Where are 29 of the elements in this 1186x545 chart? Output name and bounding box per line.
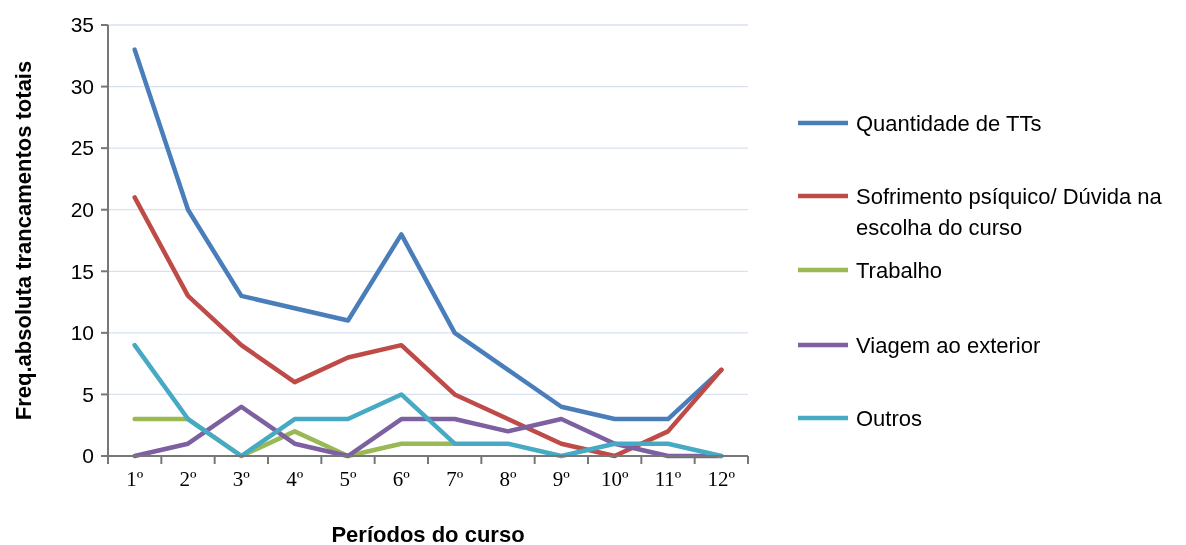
legend-label: Viagem ao exterior — [856, 332, 1041, 358]
x-tick-label: 6º — [392, 467, 411, 491]
x-tick-label: 9º — [552, 467, 571, 491]
x-axis-title: Períodos do curso — [331, 522, 525, 545]
x-tick-label: 1º — [126, 467, 144, 491]
x-tick-label: 4º — [286, 467, 304, 491]
legend-label: Outros — [856, 405, 923, 431]
line-series — [132, 342, 724, 459]
y-tick-label: 0 — [82, 444, 94, 468]
legend-label: Sofrimento psíquico/ Dúvida na escolha do curso — [856, 183, 1163, 240]
legend-label: Trabalho — [856, 257, 943, 283]
y-tick-label: 5 — [82, 382, 94, 406]
x-tick-label: 2º — [179, 467, 197, 491]
x-tick-label: 10º — [600, 467, 629, 491]
x-tick-label: 5º — [339, 467, 357, 491]
y-tick-label: 35 — [70, 13, 94, 37]
y-tick-label: 15 — [70, 259, 94, 283]
y-tick-label: 25 — [70, 136, 94, 160]
y-tick-label: 10 — [70, 321, 94, 345]
x-tick-label: 12º — [707, 467, 736, 491]
legend-label: Quantidade de TTs — [856, 110, 1042, 136]
x-tick-label: 3º — [232, 467, 251, 491]
y-axis-title: Freq.absoluta trancamentos totais — [11, 60, 36, 421]
x-tick-label: 8º — [499, 467, 517, 491]
x-tick-label: 7º — [446, 467, 464, 491]
line-series — [132, 195, 724, 459]
y-tick-label: 30 — [70, 74, 94, 98]
y-tick-label: 20 — [70, 198, 94, 222]
x-tick-label: 11º — [654, 467, 682, 491]
